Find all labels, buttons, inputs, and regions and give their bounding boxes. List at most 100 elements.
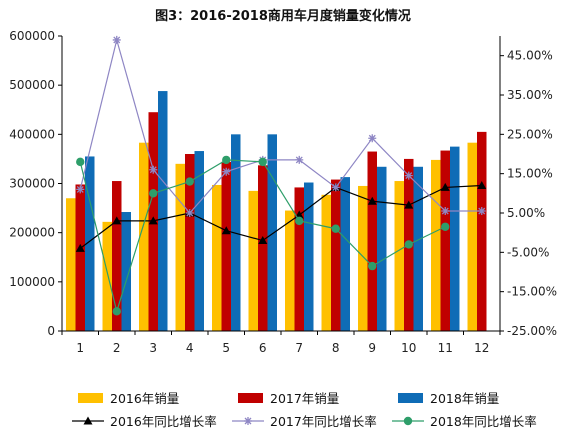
bars-layer	[66, 91, 487, 331]
point-s3-m3	[149, 189, 158, 198]
x-tick-label: 9	[368, 341, 376, 355]
x-tick-label: 11	[438, 341, 453, 355]
point-s2-m1	[76, 185, 85, 194]
line-s2	[79, 37, 482, 214]
bar-s2-m11	[440, 150, 450, 331]
y-tick-label: 600000	[9, 29, 55, 43]
point-s3-m1	[76, 157, 85, 167]
legend-swatch-bar-1	[78, 393, 103, 403]
bar-s1-m11	[431, 159, 441, 331]
legend-marker-3	[403, 416, 413, 426]
y-tick-label: 300000	[9, 177, 55, 191]
bar-s3-m4	[194, 151, 204, 331]
legend-swatch-bar-2	[238, 393, 263, 403]
y2-tick-label: 35.00%	[507, 88, 553, 102]
x-tick-label: 4	[186, 341, 194, 355]
legend-label-line-3: 2018年同比增长率	[430, 414, 537, 429]
axes-layer: 0 100000 200000 300000 400000 500000 600000 -25…	[9, 29, 557, 355]
y2-tick-label: -25.00%	[507, 324, 557, 338]
legend-swatch-bar-3	[398, 393, 423, 403]
point-s2-m10	[404, 171, 413, 180]
y2-tick-label: -15.00%	[507, 285, 557, 299]
bar-s1-m5	[212, 184, 222, 331]
x-tick-label: 7	[295, 341, 303, 355]
bar-s2-m5	[221, 161, 231, 331]
legend-label-bar-2: 2017年销量	[270, 391, 339, 406]
chart-title: 图3：2016-2018商用车月度销量变化情况	[155, 8, 411, 24]
y-tick-label: 500000	[9, 78, 55, 92]
bar-s1-m8	[321, 194, 331, 331]
legend-label-bar-1: 2016年销量	[110, 391, 179, 406]
point-s1-m11	[440, 182, 450, 191]
bar-s2-m7	[294, 187, 304, 331]
point-s2-m5	[222, 167, 231, 176]
point-s2-m4	[185, 209, 194, 217]
bar-s3-m6	[267, 134, 277, 331]
bar-s3-m10	[413, 166, 423, 331]
x-tick-label: 5	[222, 341, 230, 355]
x-tick-label: 1	[76, 341, 84, 355]
bar-s3-m9	[377, 166, 387, 331]
point-s3-m6	[258, 157, 267, 167]
y-tick-label: 100000	[9, 275, 55, 289]
point-s2-m7	[295, 155, 304, 164]
point-s3-m8	[331, 224, 340, 233]
y2-tick-label: 15.00%	[507, 167, 553, 181]
bar-s1-m12	[467, 142, 477, 331]
bar-s2-m8	[331, 179, 341, 331]
point-s1-m12	[477, 180, 487, 189]
point-s3-m4	[185, 177, 194, 186]
point-s2-m12	[477, 207, 486, 216]
point-s3-m5	[222, 155, 231, 165]
bar-s2-m2	[112, 181, 122, 331]
point-s1-m10	[404, 200, 414, 209]
legend-label-line-1: 2016年同比增长率	[110, 414, 217, 429]
bar-s1-m10	[394, 181, 404, 331]
bar-s1-m6	[248, 190, 258, 331]
y-tick-label: 200000	[9, 226, 55, 240]
legend: 2016年销量 2017年销量 2018年销量 2016年同比增长率 2017年同比增长…	[72, 391, 537, 429]
point-s1-m2	[112, 216, 122, 225]
bar-s1-m4	[175, 163, 185, 331]
point-s1-m3	[148, 216, 158, 225]
bar-s1-m7	[285, 210, 295, 331]
point-s2-m8	[331, 183, 340, 192]
lines-layer	[75, 35, 487, 316]
y2-tick-label: 5.00%	[507, 206, 545, 220]
x-tick-label: 2	[113, 341, 121, 355]
bar-s2-m1	[75, 184, 85, 331]
x-tick-label: 12	[474, 341, 489, 355]
y2-tick-label: 45.00%	[507, 49, 553, 63]
point-s3-m11	[441, 222, 450, 231]
bar-s2-m4	[185, 154, 195, 331]
bar-s1-m1	[66, 198, 76, 331]
point-s3-m10	[404, 240, 413, 249]
bar-s1-m2	[102, 221, 112, 331]
line-s1	[79, 184, 482, 249]
bar-s3-m1	[85, 156, 95, 331]
point-s3-m7	[295, 216, 304, 226]
bar-s2-m12	[477, 131, 487, 331]
point-s1-m6	[258, 236, 268, 245]
x-tick-label: 8	[332, 341, 340, 355]
bar-s2-m6	[258, 165, 268, 331]
legend-label-line-2: 2017年同比增长率	[270, 414, 377, 429]
bar-s3-m2	[121, 212, 131, 331]
point-s1-m5	[221, 226, 231, 235]
y2-tick-label: 25.00%	[507, 127, 553, 141]
point-s2-m2	[112, 35, 121, 44]
bar-s3-m11	[450, 146, 460, 331]
x-tick-label: 6	[259, 341, 267, 355]
point-s1-m9	[367, 196, 377, 205]
legend-marker-2	[244, 417, 252, 425]
bar-s3-m7	[304, 182, 314, 331]
point-s2-m3	[149, 165, 158, 174]
point-s1-m1	[75, 243, 85, 252]
bar-s2-m9	[367, 151, 377, 331]
bar-s3-m8	[340, 177, 350, 331]
y-tick-label: 0	[47, 324, 55, 338]
bar-s3-m3	[158, 91, 168, 331]
legend-label-bar-3: 2018年销量	[430, 391, 499, 406]
